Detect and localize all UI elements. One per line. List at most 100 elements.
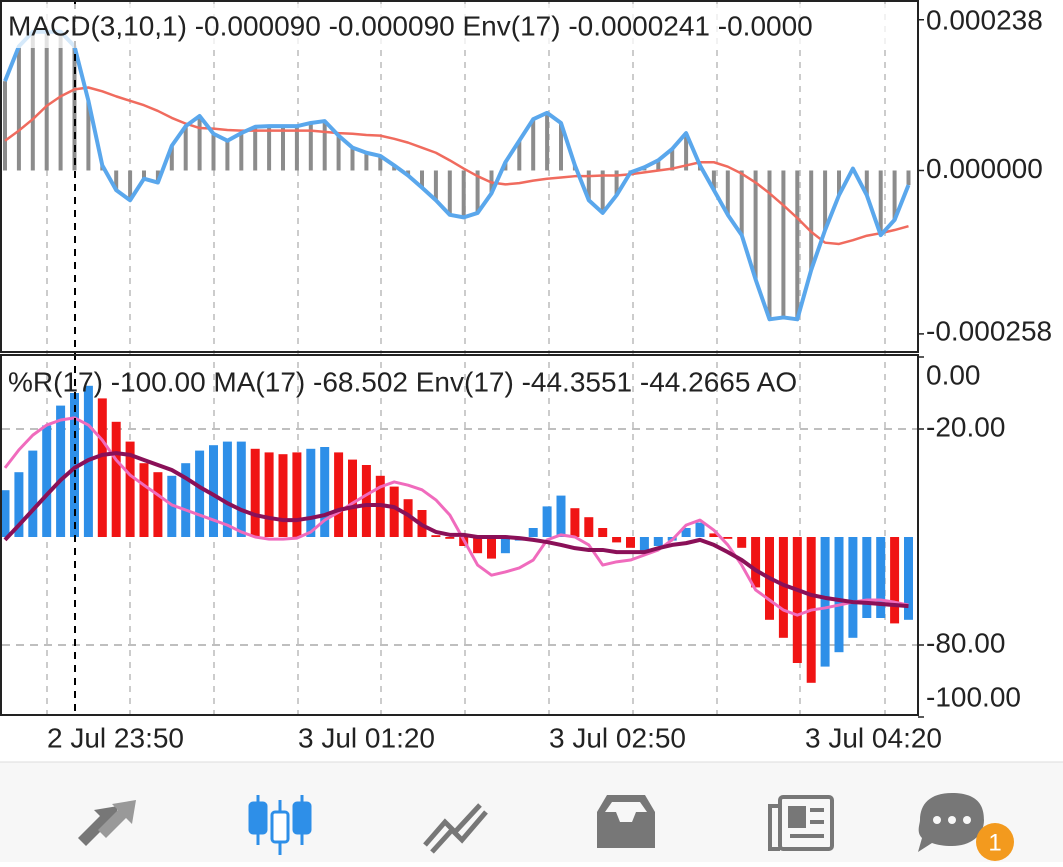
ao-bar	[792, 537, 802, 663]
ao-bar	[181, 463, 191, 537]
macd-bar	[197, 116, 202, 171]
news-icon	[768, 804, 780, 851]
ao-bar	[723, 537, 733, 539]
ao-bar	[876, 537, 886, 618]
ao-bar	[111, 421, 121, 537]
ao-bar	[653, 537, 663, 546]
ao-bar	[14, 472, 24, 537]
ao-bar	[153, 472, 163, 537]
candle	[248, 801, 268, 835]
y-tick-label: -100.00	[926, 681, 1021, 712]
ao-bar	[320, 447, 330, 537]
ao-bar	[431, 535, 441, 537]
marks	[0, 29, 917, 683]
candle	[292, 801, 312, 835]
nav-trend[interactable]	[423, 803, 488, 854]
nav-news[interactable]	[768, 795, 834, 851]
ao-bar	[626, 537, 635, 548]
ao-bar	[862, 537, 872, 618]
macd-bar	[447, 170, 452, 215]
macd-panel	[0, 0, 919, 353]
macd-bar	[795, 170, 800, 320]
ao-bar	[848, 537, 858, 638]
ao-bar	[125, 441, 135, 537]
ao-bar	[209, 445, 218, 537]
macd-bar	[420, 170, 424, 188]
macd-bar	[878, 170, 883, 236]
macd-bar	[517, 140, 522, 171]
news-icon	[778, 795, 834, 851]
y-tick-label: 0.000000	[926, 153, 1043, 184]
ao-bar	[56, 405, 66, 537]
ma-line	[3, 416, 909, 617]
macd-bar	[475, 170, 480, 213]
header-bg	[2, 4, 914, 48]
ao-bar	[709, 533, 719, 537]
macd-bar	[378, 155, 383, 171]
macd-bar	[183, 126, 188, 171]
badge	[976, 823, 1014, 861]
ao-bar	[542, 506, 552, 537]
ao-bar	[334, 452, 344, 537]
nav-trade[interactable]	[78, 800, 136, 846]
ao-bar	[278, 454, 288, 537]
trend-icon	[423, 803, 482, 847]
macd-bar	[684, 133, 689, 171]
macd-bar	[86, 100, 91, 171]
macd-bar	[169, 145, 174, 171]
chat-dot	[933, 816, 941, 824]
macd-bar	[433, 170, 438, 201]
time-label: 3 Jul 01:20	[298, 722, 435, 753]
time-label: 3 Jul 04:20	[805, 722, 942, 753]
nav-chart[interactable]	[248, 795, 312, 855]
signal-line	[4, 86, 909, 246]
y-tick-label: 0.000238	[926, 4, 1043, 35]
ao-bar	[751, 537, 761, 588]
ao-bar	[139, 463, 149, 537]
chat-dot	[963, 816, 971, 824]
ao-bar	[584, 517, 594, 537]
ao-bar	[445, 537, 455, 539]
ao-bar	[598, 528, 608, 537]
macd-bar	[725, 170, 730, 215]
ao-bar	[195, 450, 205, 537]
y-tick-label: 0.00	[926, 359, 981, 390]
y-tick-label: -0.000258	[926, 315, 1052, 346]
macd-bar	[656, 160, 661, 171]
ao-bar	[890, 537, 900, 624]
macd-bar	[58, 31, 63, 171]
macd-bar	[294, 126, 299, 171]
macd-bar	[892, 170, 897, 220]
ao-bar	[222, 441, 232, 537]
wpr-title: %R(17) -100.00 MA(17) -68.502 Env(17) -4…	[8, 366, 797, 397]
macd-bar	[239, 133, 244, 171]
macd-bar	[3, 81, 7, 171]
macd-bar	[864, 170, 869, 196]
macd-bar	[281, 126, 285, 171]
macd-bar	[809, 170, 814, 270]
macd-bar	[823, 170, 828, 231]
macd-bar	[559, 122, 563, 171]
news-icon	[788, 806, 806, 828]
ao-bar	[570, 508, 580, 537]
macd-bar	[531, 119, 536, 171]
macd-bar	[336, 135, 341, 171]
macd-bar	[128, 170, 133, 201]
macd-bar	[586, 170, 591, 201]
macd-bar	[392, 165, 397, 171]
time-label: 2 Jul 23:50	[47, 722, 184, 753]
ao-bar	[0, 490, 10, 537]
ao-bar	[528, 528, 538, 537]
macd-bar	[406, 170, 411, 176]
nav-bar	[0, 762, 1063, 862]
macd-bar	[837, 170, 841, 196]
ao-bar	[834, 537, 844, 653]
nav-mailbox[interactable]	[597, 795, 655, 848]
ao-bar	[70, 393, 79, 537]
env-line	[3, 451, 909, 609]
macd-bar	[364, 152, 369, 171]
inbox-icon	[605, 802, 647, 822]
nav-chat[interactable]: 1	[918, 793, 1014, 861]
macd-bar	[670, 148, 675, 171]
macd-bar	[114, 170, 119, 191]
